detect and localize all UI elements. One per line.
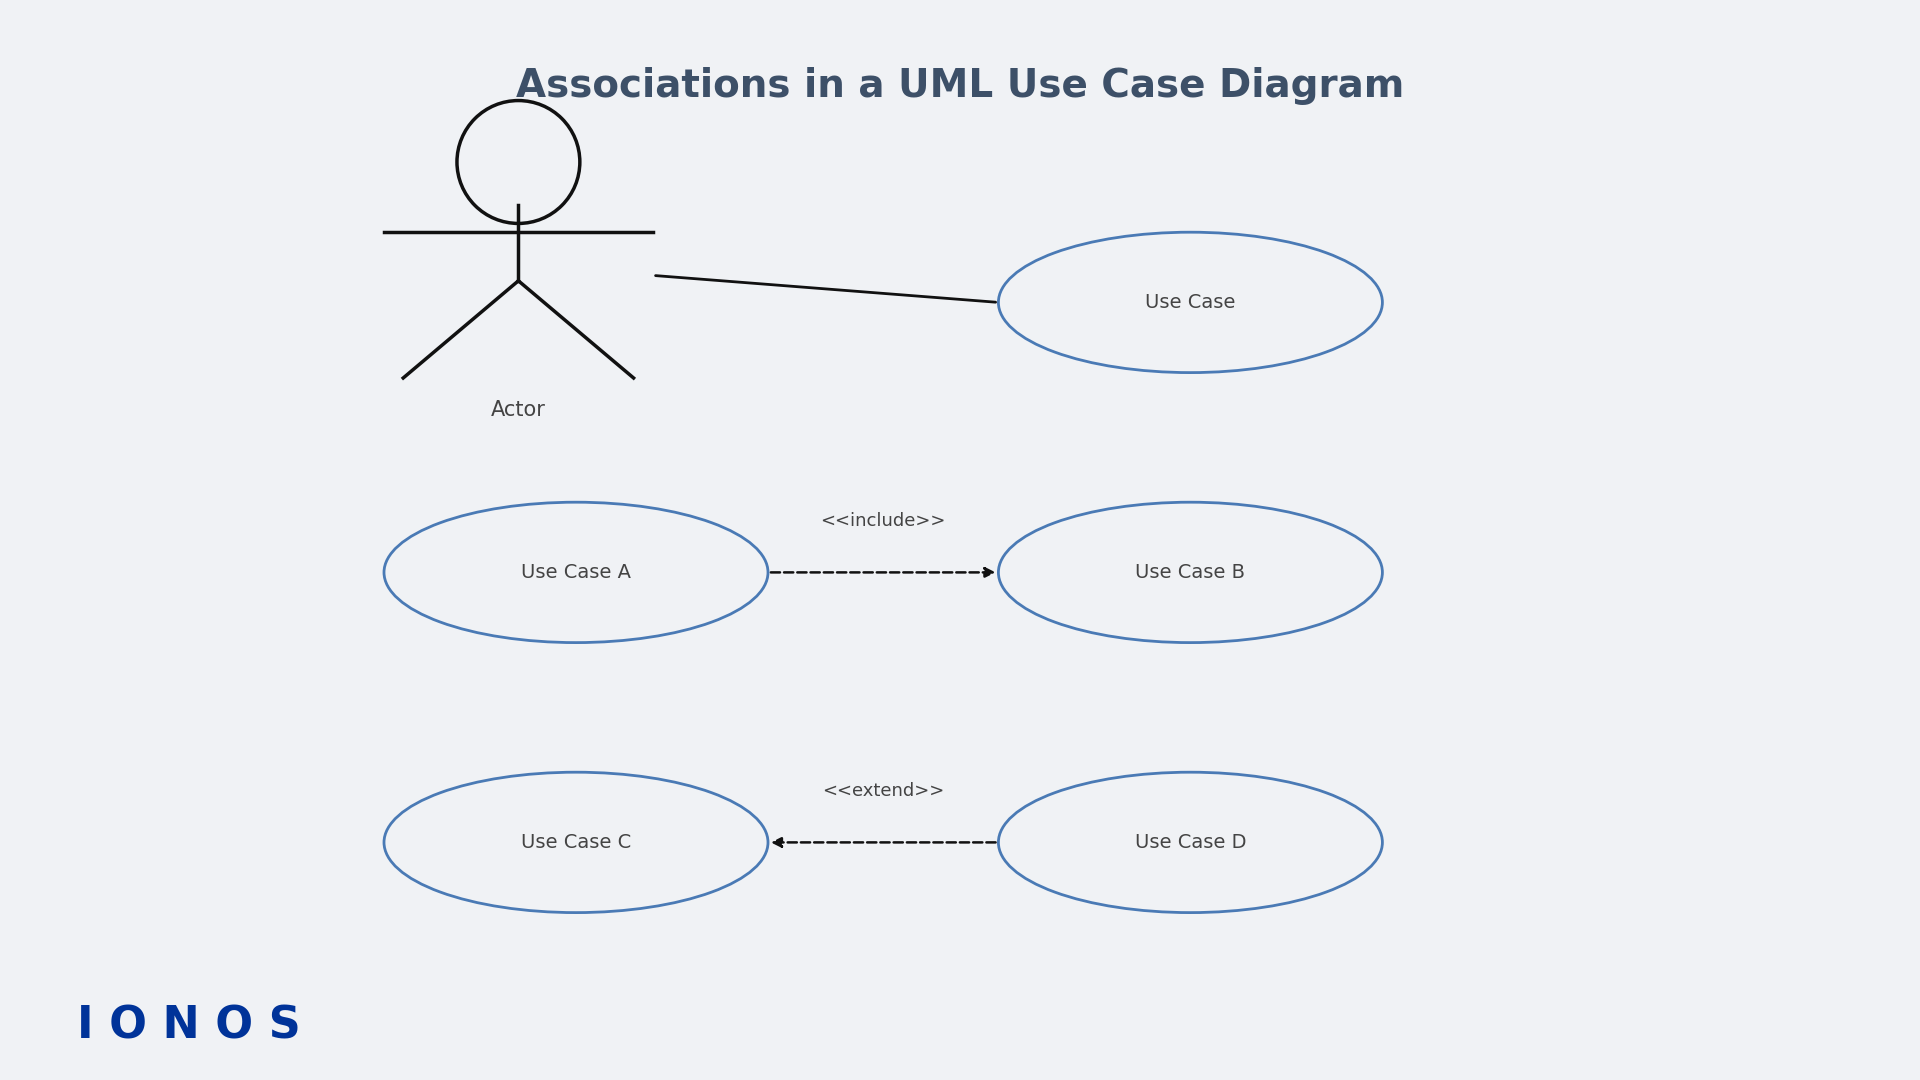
Ellipse shape	[384, 772, 768, 913]
Text: <<extend>>: <<extend>>	[822, 782, 945, 799]
Text: Use Case A: Use Case A	[520, 563, 632, 582]
Text: Use Case B: Use Case B	[1135, 563, 1246, 582]
Text: I O N O S: I O N O S	[77, 1004, 301, 1048]
Text: Use Case D: Use Case D	[1135, 833, 1246, 852]
Text: <<include>>: <<include>>	[820, 512, 947, 529]
Ellipse shape	[998, 502, 1382, 643]
Text: Actor: Actor	[492, 401, 545, 420]
Ellipse shape	[998, 232, 1382, 373]
Ellipse shape	[998, 772, 1382, 913]
Ellipse shape	[384, 502, 768, 643]
Text: Use Case: Use Case	[1144, 293, 1236, 312]
Text: Use Case C: Use Case C	[520, 833, 632, 852]
Text: Associations in a UML Use Case Diagram: Associations in a UML Use Case Diagram	[516, 67, 1404, 106]
